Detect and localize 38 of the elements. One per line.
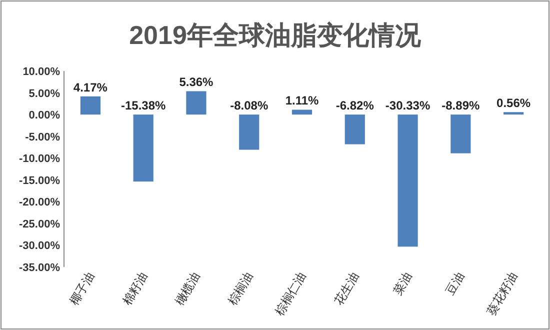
y-tick-label: 10.00% xyxy=(22,66,60,78)
y-tick-label: -25.00% xyxy=(19,218,60,230)
bar xyxy=(450,114,471,154)
data-label: -15.38% xyxy=(120,98,166,113)
y-tick-label: 0.00% xyxy=(28,110,60,122)
y-tick-label: -20.00% xyxy=(19,196,60,209)
x-tick-label: 椰子油 xyxy=(66,270,98,308)
y-tick-label: -15.00% xyxy=(19,174,60,187)
bar xyxy=(80,96,100,115)
y-tick-label: -10.00% xyxy=(19,153,60,166)
data-label: -30.33% xyxy=(385,98,430,113)
x-tick-label: 菜油 xyxy=(390,270,414,298)
bar xyxy=(133,114,154,182)
data-label: 1.11% xyxy=(285,94,320,108)
bar xyxy=(292,110,312,115)
y-tick-label: 5.00% xyxy=(28,88,60,100)
x-tick-label: 棕榈油 xyxy=(226,270,256,308)
x-tick-label: 橄榄油 xyxy=(172,270,203,308)
bar xyxy=(239,114,260,150)
bar xyxy=(344,114,365,144)
y-tick-label: -5.00% xyxy=(25,131,60,144)
x-tick-label: 豆油 xyxy=(443,270,468,298)
x-tick-label: 棕榈仁油 xyxy=(272,270,309,318)
y-tick-label: -30.00% xyxy=(19,240,60,252)
x-tick-label: 花生油 xyxy=(331,270,362,308)
data-label: 4.17% xyxy=(73,80,108,94)
bar xyxy=(186,91,206,115)
data-label: 5.36% xyxy=(179,75,214,90)
bar xyxy=(504,112,524,115)
data-label: 0.56% xyxy=(496,96,531,110)
data-label: -6.82% xyxy=(336,98,374,113)
y-tick-label: -35.00% xyxy=(19,262,60,274)
data-label: -8.89% xyxy=(442,98,480,113)
x-tick-label: 棉籽油 xyxy=(120,270,150,308)
x-tick-label: 葵花籽油 xyxy=(484,270,520,318)
chart-title: 2019年全球油脂变化情况 xyxy=(129,20,422,50)
data-label: -8.08% xyxy=(230,98,268,113)
bar xyxy=(398,114,418,247)
